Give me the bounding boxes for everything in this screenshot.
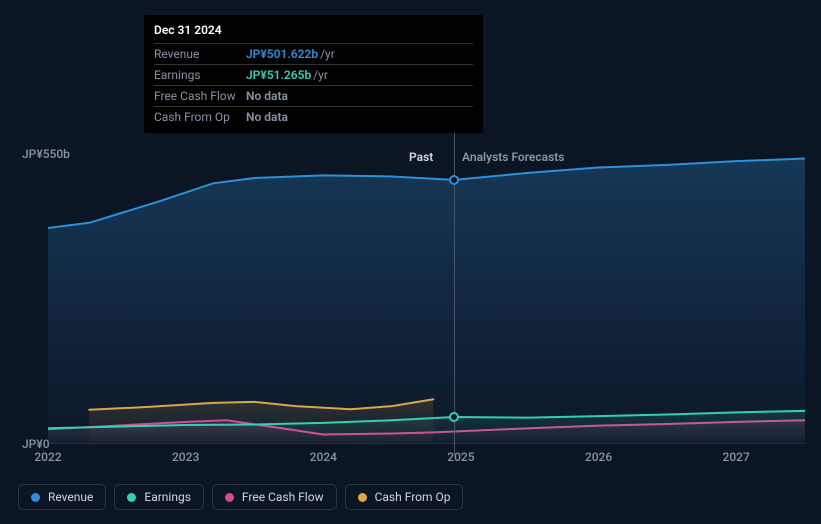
chart-tooltip: Dec 31 2024 RevenueJP¥501.622b /yrEarnin… (144, 15, 483, 133)
tooltip-row-value: JP¥51.265b (246, 68, 311, 82)
legend-item-earnings[interactable]: Earnings (114, 484, 204, 510)
tooltip-row: EarningsJP¥51.265b /yr (154, 64, 473, 85)
legend-dot-icon (127, 493, 136, 502)
tooltip-row-value: No data (246, 89, 288, 103)
x-axis-label: 2026 (585, 450, 612, 464)
legend-item-cfo[interactable]: Cash From Op (345, 484, 464, 510)
x-axis-label: 2027 (723, 450, 750, 464)
tooltip-row-unit: /yr (313, 68, 328, 82)
tooltip-row: Free Cash FlowNo data (154, 85, 473, 106)
tooltip-row: RevenueJP¥501.622b /yr (154, 43, 473, 64)
legend-dot-icon (31, 493, 40, 502)
tooltip-row-name: Free Cash Flow (154, 89, 246, 103)
tooltip-row-name: Cash From Op (154, 110, 246, 124)
x-axis-label: 2025 (447, 450, 474, 464)
x-axis-label: 2022 (34, 450, 61, 464)
hover-marker-revenue (449, 175, 459, 185)
legend: Revenue Earnings Free Cash Flow Cash From O… (18, 484, 463, 510)
tooltip-row: Cash From OpNo data (154, 106, 473, 127)
tooltip-row-unit: /yr (320, 47, 335, 61)
legend-label: Cash From Op (375, 490, 451, 504)
legend-label: Earnings (144, 490, 191, 504)
legend-dot-icon (358, 493, 367, 502)
legend-item-revenue[interactable]: Revenue (18, 484, 106, 510)
chart-area[interactable] (48, 128, 805, 444)
tooltip-date: Dec 31 2024 (154, 23, 473, 43)
x-axis-label: 2024 (310, 450, 337, 464)
x-axis-label: 2023 (172, 450, 199, 464)
legend-dot-icon (225, 493, 234, 502)
tooltip-row-value: No data (246, 110, 288, 124)
tooltip-row-value: JP¥501.622b (246, 47, 318, 61)
y-axis-label: JP¥0 (22, 437, 50, 451)
tooltip-row-name: Earnings (154, 68, 246, 82)
tooltip-row-name: Revenue (154, 47, 246, 61)
legend-item-fcf[interactable]: Free Cash Flow (212, 484, 337, 510)
legend-label: Free Cash Flow (242, 490, 324, 504)
hover-marker-earnings (449, 412, 459, 422)
legend-label: Revenue (48, 490, 93, 504)
line-chart (48, 128, 805, 444)
